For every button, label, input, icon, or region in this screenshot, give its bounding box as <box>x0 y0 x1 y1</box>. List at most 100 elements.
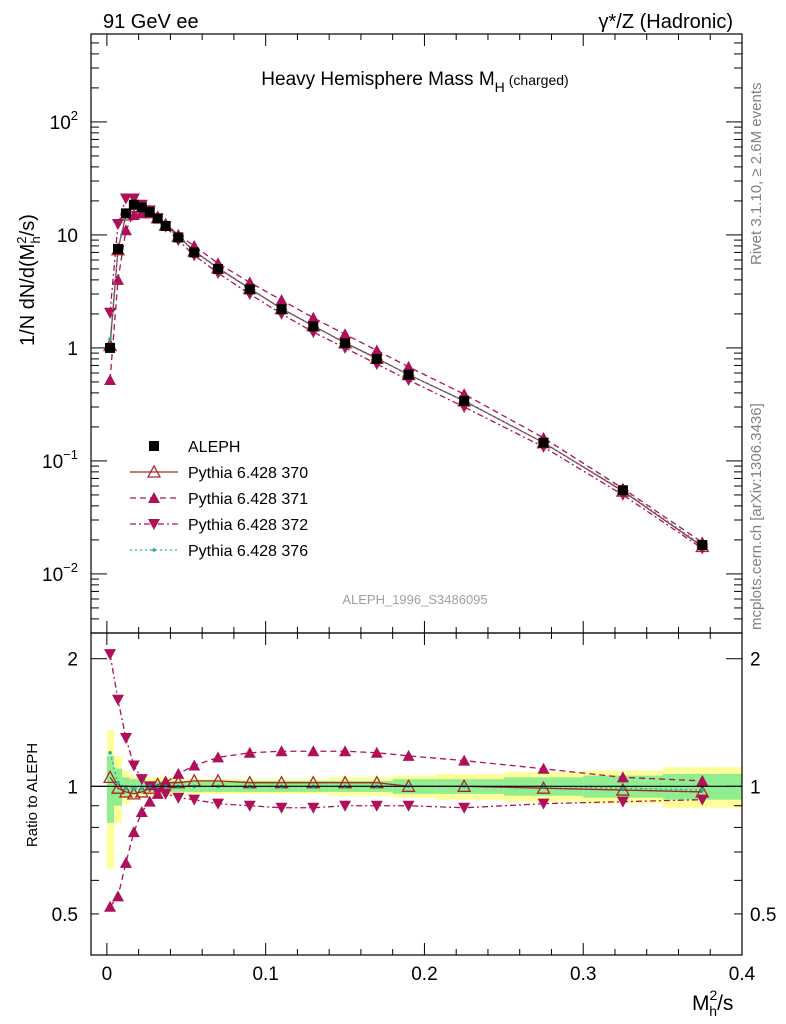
y-axis-label: 1/N dN/d(M2h/s) <box>14 214 43 346</box>
header-right-gamma: γ <box>599 11 609 33</box>
data-point <box>152 213 163 224</box>
data-point <box>340 338 351 349</box>
ratio-tick-label-left: 0.5 <box>52 905 78 926</box>
x-axis-label-sub: h <box>709 1003 717 1019</box>
ratio-point <box>621 786 625 790</box>
y-tick-label: 1 <box>67 339 78 360</box>
legend-marker <box>152 548 156 552</box>
ratio-band-inner <box>106 755 115 823</box>
ratio-point <box>188 794 201 806</box>
data-point <box>459 395 470 406</box>
ratio-point <box>615 782 631 796</box>
data-point <box>112 244 123 255</box>
ratio-point <box>132 786 136 790</box>
ratio-point <box>118 784 134 798</box>
ratio-point <box>696 774 709 786</box>
ratio-point <box>616 771 629 783</box>
ratio-point <box>108 750 112 755</box>
legend-label: Pythia 6.428 370 <box>188 465 308 482</box>
y-axis-label-sup: 2 <box>14 236 29 243</box>
data-point <box>189 247 200 258</box>
ratio-point <box>339 745 352 757</box>
y-tick-exp: −2 <box>63 560 78 575</box>
legend-label: Pythia 6.428 372 <box>188 517 308 534</box>
ratio-point <box>307 802 320 814</box>
data-point <box>136 202 147 213</box>
data-point <box>127 193 140 205</box>
y-tick-base: 10 <box>50 113 71 134</box>
ratio-frame <box>90 632 743 956</box>
side-label-top: Rivet 3.1.10, ≥ 2.6M events <box>748 83 765 266</box>
y-tick-base: 10 <box>42 565 63 586</box>
data-point <box>111 273 124 285</box>
ratio-point <box>370 800 383 812</box>
data-point <box>144 206 155 217</box>
ratio-point <box>537 762 550 774</box>
ratio-point <box>159 776 172 788</box>
ratio-axis-label: Ratio to ALEPH <box>24 743 41 847</box>
x-axis-label: M2 h/s <box>692 987 733 1019</box>
ratio-point <box>104 649 117 661</box>
ratio-point <box>212 798 225 810</box>
data-point <box>370 344 383 356</box>
data-point <box>402 360 415 372</box>
data-point <box>120 208 131 219</box>
x-tick-label: 0.4 <box>729 964 756 985</box>
ratio-point <box>616 796 629 808</box>
ratio-point <box>124 786 128 790</box>
data-point <box>538 437 549 448</box>
data-point <box>617 485 628 496</box>
y-tick-label: 102 <box>50 108 78 134</box>
ratio-point <box>135 774 148 786</box>
legend-marker <box>149 441 159 451</box>
ratio-point <box>159 788 172 800</box>
chart-title: Heavy Hemisphere Mass MH (charged) <box>261 69 568 95</box>
y-axis-label-main: 1/N dN/d(M <box>17 244 39 346</box>
ratio-point <box>172 767 185 779</box>
x-tick-label: 0.1 <box>252 964 278 985</box>
data-point <box>128 199 139 210</box>
data-point <box>307 311 320 323</box>
main-series <box>102 193 710 555</box>
ratio-point <box>102 769 118 783</box>
x-tick-label: 0.3 <box>570 964 596 985</box>
ratio-point <box>212 751 225 763</box>
data-point <box>339 328 352 340</box>
ratio-point <box>127 826 140 838</box>
ratio-point <box>696 794 709 806</box>
legend-marker <box>148 519 160 530</box>
data-point <box>276 304 287 315</box>
ratio-point <box>536 780 551 794</box>
ratio-point <box>110 780 126 794</box>
ratio-point <box>458 754 471 766</box>
chart-title-sub: H <box>495 79 505 95</box>
legend-marker <box>146 464 162 478</box>
legend-marker <box>148 492 160 503</box>
chart-title-main: Heavy Hemisphere Mass M <box>261 69 494 90</box>
ratio-point <box>135 805 148 817</box>
ratio-point <box>402 749 415 761</box>
ratio-point <box>243 746 256 758</box>
ratio-point <box>116 780 120 785</box>
ratio-point <box>370 746 383 758</box>
ratio-point <box>104 900 117 912</box>
ratio-point <box>402 800 415 812</box>
ratio-point <box>111 694 124 706</box>
ratio-point <box>143 795 156 807</box>
ratio-tick-label-right: 2 <box>750 650 761 671</box>
data-point <box>275 294 288 306</box>
ratio-point <box>126 786 141 800</box>
header-right: γ*/Z (Hadronic) <box>599 11 733 33</box>
data-point <box>160 220 171 231</box>
ratio-point <box>243 800 256 812</box>
data-point <box>173 232 184 243</box>
x-tick-label: 0 <box>102 964 113 985</box>
y-tick-label: 10−2 <box>42 560 78 586</box>
x-axis-label-main: M <box>692 992 710 1015</box>
y-tick-exp: −1 <box>63 447 78 462</box>
header-left: 91 GeV ee <box>103 11 199 33</box>
side-label-bottom: mcplots.cern.ch [arXiv:1306.3436] <box>748 403 765 630</box>
ratio-tick-label-right: 1 <box>750 777 761 798</box>
